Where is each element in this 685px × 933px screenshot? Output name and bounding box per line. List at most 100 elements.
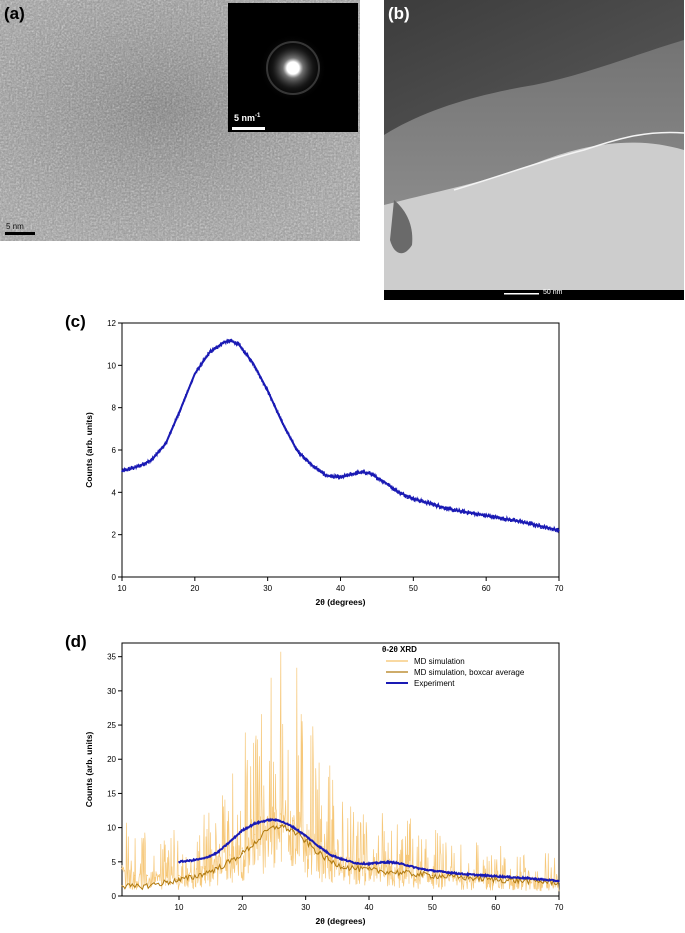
chart-d-experiment-point [380,861,383,864]
chart-d-md-simulation-point [229,854,231,856]
panel-label-a: (a) [4,4,25,23]
chart-d-experiment-point [203,857,206,860]
chart-d-experiment-point [558,880,560,882]
chart-c-data-point [296,449,298,451]
chart-d-boxcar-point [355,868,357,870]
chart-d-boxcar-point [343,865,345,868]
chart-c-data-point [485,514,487,517]
chart-d-md-simulation-point [355,864,357,866]
chart-c-data-point [383,480,386,483]
chart-c-x-tick-label: 60 [482,584,491,593]
chart-d-y-axis-label: Counts (arb. units) [84,732,94,808]
chart-d-boxcar-point [191,876,193,879]
chart-d-x-tick-label: 20 [238,903,247,912]
chart-d-experiment-point [317,845,320,847]
chart-c-y-axis-label: Counts (arb. units) [84,412,94,488]
chart-d-experiment-point [254,822,256,825]
chart-d-experiment-point [342,858,345,861]
chart-c-y-tick-label: 2 [112,531,117,540]
chart-d-experiment-point [494,875,497,877]
chart-c-data-point [397,491,400,494]
chart-d-experiment-point [431,869,434,872]
chart-c-y-tick-label: 6 [112,446,117,455]
chart-d-boxcar-point [165,881,167,883]
chart-d-md-simulation-point [292,820,294,822]
chart-c-data-point [266,389,269,392]
chart-d-boxcar-point [216,868,218,870]
xrd-chart-c: 10 20 30 40 50 60 70 0 2 4 6 8 10 12 2θ (degrees) Count… [84,319,564,607]
chart-d-boxcar-point [330,861,332,863]
chart-d-experiment-point [418,867,421,870]
chart-d-boxcar-point [305,840,307,842]
chart-c-data-point [121,470,123,472]
scale-bar-b-label: 50 nm [543,289,563,296]
chart-d-md-simulation-point [431,873,433,875]
chart-d-boxcar-point [368,869,370,871]
chart-c-data-point [208,351,211,354]
chart-c-data-point [354,472,356,475]
chart-d-experiment-point [279,819,282,822]
chart-d-md-simulation-point [203,868,205,870]
chart-c-x-tick-label: 10 [118,584,127,593]
chart-d-experiment-point [463,873,465,875]
scale-bar-b [504,293,539,295]
chart-d-experiment-point [526,877,529,880]
chart-d-legend-label: MD simulation, boxcar average [414,668,525,677]
chart-c-data-point [368,472,371,475]
chart-d-y-tick-label: 0 [112,892,117,901]
chart-c-data-point [150,459,152,462]
inset-scale-bar [232,127,265,130]
chart-d-experiment-point [330,854,332,856]
chart-c-data-point [281,421,284,424]
tem-image-b: 50 nm [384,0,684,300]
chart-d-md-simulation-point [463,875,465,877]
chart-d-boxcar-point [279,824,281,827]
chart-d-boxcar-point [317,852,319,854]
chart-d-md-simulation-point [191,874,193,877]
chart-c-x-tick-label: 40 [336,584,345,593]
chart-d-experiment-point [178,861,180,863]
inset-scale-label: 5 nm-1 [234,113,260,123]
chart-d-boxcar-point [431,874,433,877]
chart-d-experiment-point [228,841,231,843]
chart-d-md-simulation-point [254,833,256,836]
chart-c-data-point [361,471,364,474]
chart-d-experiment-point [241,829,244,832]
chart-d-y-tick-label: 35 [107,653,116,662]
chart-d-boxcar-point [254,842,256,844]
chart-d-x-tick-label: 10 [175,903,184,912]
chart-c-series-experiment [121,339,560,532]
chart-c-data-point [412,497,415,500]
chart-c-data-point [230,340,233,342]
chart-c-x-tick-label: 30 [263,584,272,593]
chart-d-x-tick-label: 70 [555,903,564,912]
chart-d-md-simulation-point [343,861,345,863]
chart-d-md-simulation-point [241,847,243,849]
chart-d-boxcar-point [241,853,243,855]
chart-d-md-simulation-point [134,874,136,877]
chart-d-legend-label: MD simulation [414,657,465,666]
chart-d-y-tick-label: 5 [112,858,117,867]
scale-bar-a-label: 5 nm [6,222,24,231]
chart-d-boxcar-point [400,872,402,874]
diffraction-pattern [232,34,327,130]
chart-c-y-tick-label: 10 [107,361,116,370]
panel-label-d: (d) [65,632,87,651]
chart-d-boxcar-point [146,885,148,887]
diffraction-inset: 5 nm-1 [228,3,358,132]
chart-d-experiment-point [355,862,358,864]
scale-bar-a [5,232,35,235]
chart-d-x-tick-label: 30 [301,903,310,912]
chart-d-boxcar-point [267,829,269,831]
chart-d-y-tick-label: 30 [107,687,116,696]
chart-c-x-tick-label: 70 [555,584,564,593]
chart-c-data-point [339,476,342,479]
chart-d-experiment-point [266,819,269,821]
chart-d-x-tick-label: 40 [365,903,374,912]
chart-d-md-simulation-point [400,870,402,872]
chart-d-plot-frame [121,642,560,897]
chart-d-experiment-point [190,859,193,862]
chart-d-md-simulation-point [121,868,123,870]
chart-c-data-point [135,466,138,468]
chart-c-data-point [237,343,240,345]
